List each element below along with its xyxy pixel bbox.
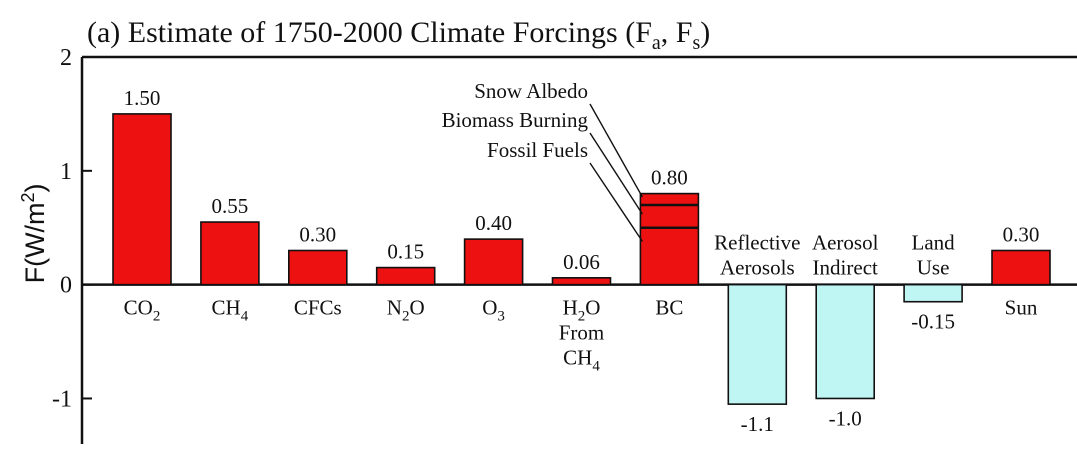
category-label: O3 <box>482 296 505 325</box>
bar <box>375 266 436 286</box>
data-label: 0.30 <box>299 223 336 247</box>
bc-annotation-label: Snow Albedo <box>474 79 588 103</box>
data-label: -1.0 <box>829 406 862 430</box>
data-label: 0.55 <box>212 194 249 218</box>
category-label: Land Use <box>912 231 956 280</box>
bar <box>200 221 260 286</box>
y-tick-label: 1 <box>60 159 72 185</box>
y-tick-label: 2 <box>60 45 72 71</box>
bar <box>815 283 876 400</box>
bar <box>903 283 963 303</box>
data-label: 0.15 <box>387 240 424 264</box>
bc-annotation-leader <box>589 103 644 198</box>
bc-annotation-leader <box>589 162 643 242</box>
bc-annotation-leader <box>589 132 643 215</box>
category-label: CH4 <box>212 296 249 325</box>
data-label: -0.15 <box>911 310 955 334</box>
data-label: 1.50 <box>124 86 161 110</box>
category-label: Sun <box>1005 296 1038 320</box>
data-label: 0.30 <box>1003 223 1040 247</box>
category-label: H2O From CH4 <box>559 296 605 375</box>
y-tick-label: -1 <box>52 386 72 412</box>
bar <box>112 113 172 286</box>
bc-annotation-label: Biomass Burning <box>442 108 589 132</box>
category-label: Aerosol Indirect <box>812 231 879 280</box>
category-label: CFCs <box>294 296 342 320</box>
bar <box>991 249 1051 286</box>
category-label: N2O <box>387 296 425 325</box>
data-label: 0.06 <box>563 250 600 274</box>
y-axis-label: F(W/m2) <box>18 183 50 283</box>
category-label: CO2 <box>124 296 161 325</box>
bar <box>727 283 788 405</box>
bar <box>463 238 524 286</box>
data-label: 0.80 <box>651 166 688 190</box>
chart-title: (a) Estimate of 1750-2000 Climate Forcin… <box>87 16 710 54</box>
data-label: -1.1 <box>741 412 774 436</box>
data-label: 0.40 <box>475 211 512 235</box>
bar <box>639 192 700 286</box>
y-tick-label: 0 <box>60 273 72 299</box>
category-label: BC <box>655 296 683 320</box>
category-label: Reflective Aerosols <box>714 231 800 280</box>
bc-annotation-label: Fossil Fuels <box>487 138 588 162</box>
bar <box>551 277 612 286</box>
bar <box>287 249 348 286</box>
